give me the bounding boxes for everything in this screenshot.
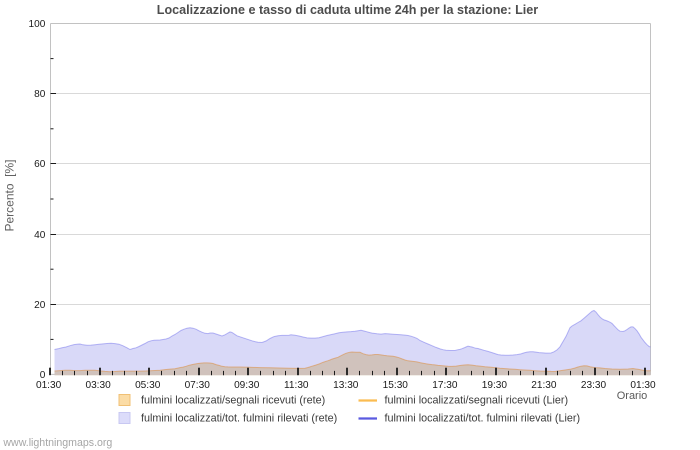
svg-text:fulmini localizzati/segnali ri: fulmini localizzati/segnali ricevuti (Li… [385, 395, 569, 407]
svg-text:05:30: 05:30 [135, 380, 161, 391]
svg-text:0: 0 [40, 370, 46, 381]
svg-text:Localizzazione e tasso di cadu: Localizzazione e tasso di caduta ultime … [157, 3, 539, 17]
svg-text:100: 100 [29, 19, 46, 30]
svg-text:03:30: 03:30 [85, 380, 111, 391]
svg-text:07:30: 07:30 [185, 380, 211, 391]
svg-text:40: 40 [34, 230, 46, 241]
svg-text:13:30: 13:30 [333, 380, 359, 391]
svg-text:11:30: 11:30 [284, 380, 309, 391]
svg-text:15:30: 15:30 [383, 380, 409, 391]
svg-text:fulmini localizzati/tot. fulmi: fulmini localizzati/tot. fulmini rilevat… [141, 413, 337, 425]
svg-text:fulmini localizzati/segnali ri: fulmini localizzati/segnali ricevuti (re… [141, 395, 325, 407]
svg-text:Orario: Orario [617, 390, 648, 402]
svg-text:20: 20 [34, 300, 46, 311]
svg-text:01:30: 01:30 [36, 380, 62, 391]
svg-text:fulmini localizzati/tot. fulmi: fulmini localizzati/tot. fulmini rilevat… [385, 413, 581, 425]
svg-text:09:30: 09:30 [234, 380, 260, 391]
svg-text:19:30: 19:30 [482, 380, 508, 391]
svg-text:www.lightningmaps.org: www.lightningmaps.org [2, 437, 112, 449]
svg-text:60: 60 [34, 159, 46, 170]
svg-text:17:30: 17:30 [432, 380, 458, 391]
svg-text:23:30: 23:30 [581, 380, 607, 391]
svg-text:Percento [%]: Percento [%] [3, 159, 17, 231]
svg-text:01:30: 01:30 [630, 380, 656, 391]
svg-text:21:30: 21:30 [531, 380, 557, 391]
svg-text:80: 80 [34, 89, 46, 100]
